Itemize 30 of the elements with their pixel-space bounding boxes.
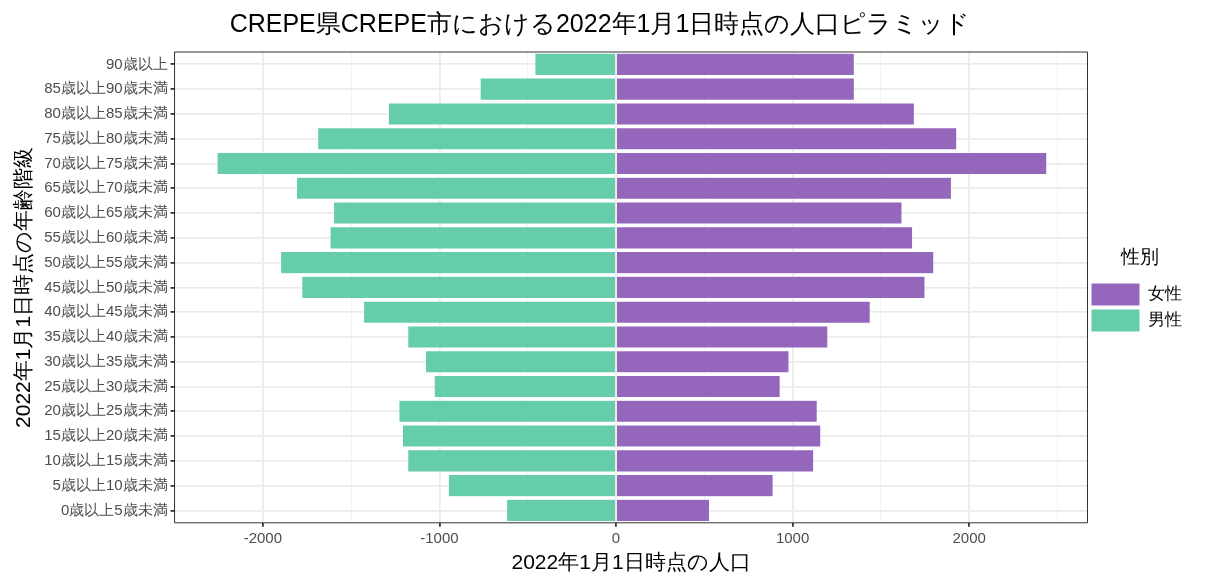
y-axis-title: 2022年1月1日時点の年齢階級 [11,146,35,428]
chart-title: CREPE県CREPE市における2022年1月1日時点の人口ピラミッド [229,8,971,37]
y-tick-label: 15歳以上20歳未満 [44,426,168,444]
y-tick-label: 80歳以上85歳未満 [44,104,168,122]
y-tick-label: 0歳以上5歳未満 [60,500,168,518]
x-tick-label: 2000 [952,528,986,546]
y-tick-label: 45歳以上50歳未満 [44,277,168,295]
legend-label: 女性 [1148,284,1182,304]
y-tick-label: 40歳以上45歳未満 [44,302,168,320]
x-tick-label: -2000 [243,528,283,546]
legend-title: 性別 [1119,246,1159,268]
y-tick-label: 20歳以上25歳未満 [44,401,168,419]
x-axis-title: 2022年1月1日時点の人口 [511,550,751,574]
y-tick-label: 75歳以上80歳未満 [44,128,168,146]
y-tick-label: 55歳以上60歳未満 [44,227,168,245]
y-tick-label: 90歳以上 [105,54,168,72]
x-tick-label: 0 [611,528,621,546]
y-tick-label: 60歳以上65歳未満 [44,203,168,221]
y-tick-label: 50歳以上55歳未満 [44,252,168,270]
y-tick-label: 5歳以上10歳未満 [52,475,168,493]
y-tick-label: 30歳以上35歳未満 [44,351,168,369]
y-tick-label: 70歳以上75歳未満 [44,153,168,171]
legend-label: 男性 [1148,310,1182,330]
x-tick-label: 1000 [775,528,810,546]
y-tick-label: 35歳以上40歳未満 [44,327,168,345]
y-tick-label: 25歳以上30歳未満 [44,376,168,394]
y-tick-label: 85歳以上90歳未満 [44,79,168,97]
y-tick-label: 10歳以上15歳未満 [44,450,168,468]
y-tick-label: 65歳以上70歳未満 [44,178,168,196]
x-tick-label: -1000 [420,528,459,546]
